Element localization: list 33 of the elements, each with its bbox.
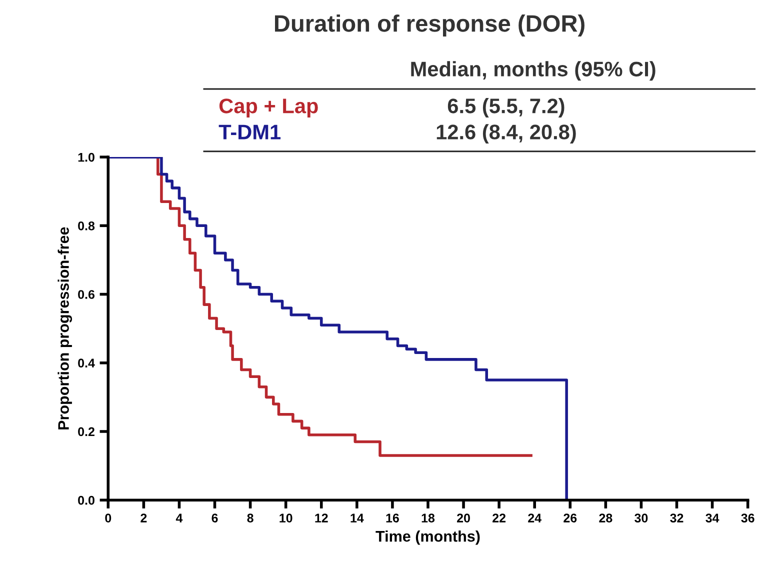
x-tick-label: 20	[457, 514, 470, 522]
x-tick-label: 26	[564, 514, 577, 522]
y-tick-label: 0.4	[78, 358, 95, 368]
x-tick-label: 10	[280, 514, 292, 522]
x-tick-label: 24	[528, 514, 542, 522]
x-tick-label: 4	[176, 514, 183, 522]
text: 6.5 (5.5, 7.2)	[448, 98, 564, 118]
x-tick-label: 6	[212, 514, 218, 522]
x-tick-label: 12	[315, 514, 328, 522]
text: T-DM1	[218, 124, 281, 140]
y-tick-label: 0.2	[78, 427, 94, 436]
y-tick-label: 0.6	[78, 290, 94, 299]
x-tick-label: 28	[599, 514, 612, 522]
x-tick-label: 22	[492, 514, 506, 522]
text: Cap + Lap	[219, 98, 318, 118]
y-tick-label: 0.8	[78, 221, 95, 230]
text: 12.6 (8.4, 20.8)	[436, 124, 576, 144]
x-tick-label: 0	[105, 514, 112, 522]
x-tick-label: 2	[140, 514, 147, 522]
text: Median, months (95% CI)	[411, 61, 656, 81]
x-tick-label: 14	[350, 514, 364, 522]
x-tick-label: 30	[634, 514, 648, 522]
x-tick-label: 34	[706, 514, 720, 522]
chart-title: Duration of response (DOR)	[275, 14, 584, 37]
x-tick-label: 36	[741, 514, 754, 522]
y-tick-label: 0.0	[78, 496, 94, 505]
x-tick-label: 8	[247, 514, 254, 522]
x-tick-label: 16	[386, 514, 399, 522]
x-tick-label: 18	[422, 514, 435, 522]
x-axis-title: Time (months)	[376, 530, 480, 545]
y-axis-title: Proportion progression-free	[58, 227, 72, 430]
x-tick-label: 32	[670, 514, 684, 522]
y-tick-label: 1.0	[78, 152, 94, 162]
